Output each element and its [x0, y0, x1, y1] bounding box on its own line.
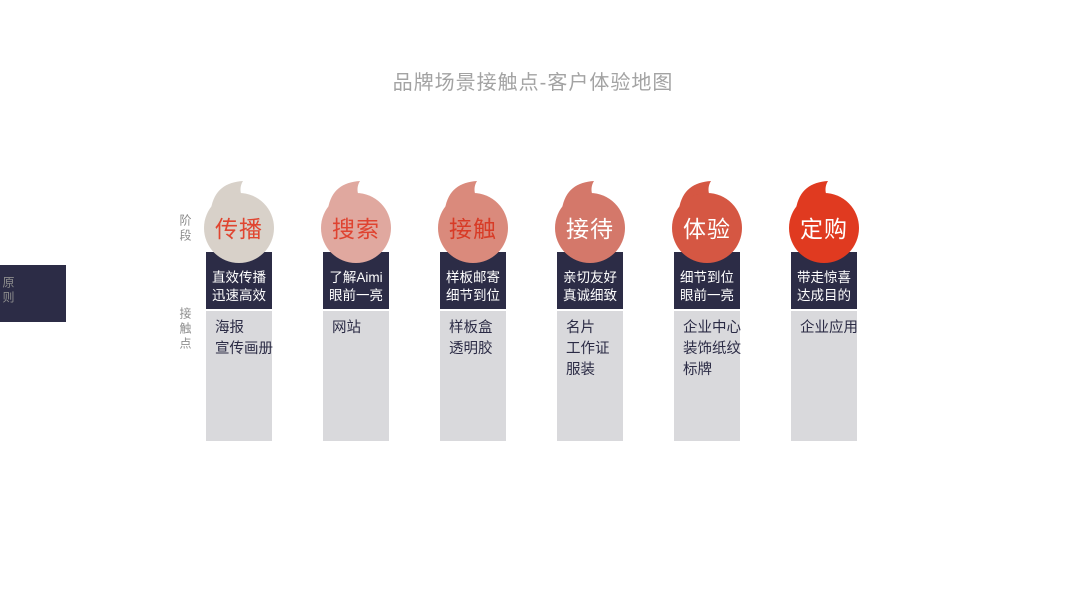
principle-line: 直效传播	[212, 270, 266, 285]
stage-bubble	[318, 181, 394, 271]
touchpoint-item: 企业应用	[800, 320, 858, 336]
journey-column: 接触 样板邮寄细节到位 样板盒透明胶	[438, 181, 508, 441]
principle-line: 眼前一亮	[680, 287, 734, 303]
speech-bubble-icon	[555, 181, 625, 263]
speech-bubble-icon	[438, 181, 508, 263]
principle-line: 细节到位	[446, 287, 500, 303]
speech-bubble-icon	[672, 181, 742, 263]
principle-line: 了解Aimi	[329, 270, 383, 285]
touchpoint-item: 企业中心	[683, 320, 741, 336]
journey-column: 搜索 了解Aimi 眼前一亮 网站	[321, 181, 391, 441]
speech-bubble-icon	[321, 181, 391, 263]
principle-line: 眼前一亮	[329, 287, 383, 303]
principle-line: 细节到位	[680, 270, 734, 285]
principle-line: 带走惊喜	[797, 270, 851, 285]
touchpoint-item: 宣传画册	[215, 341, 273, 357]
principle-line: 真诚细致	[563, 287, 617, 303]
touchpoint-item: 标牌	[683, 362, 712, 378]
touchpoint-list: 企业应用	[791, 311, 858, 441]
stage-bubble	[669, 181, 745, 271]
stage-bubble	[552, 181, 628, 271]
speech-bubble-icon	[789, 181, 859, 263]
stage-bubble	[201, 181, 277, 271]
principle-line: 亲切友好	[563, 270, 617, 285]
touchpoint-item: 工作证	[566, 341, 610, 357]
page-title: 品牌场景接触点-客户体验地图	[392, 72, 674, 94]
touchpoint-item: 样板盒	[449, 320, 493, 336]
principle-block: 了解Aimi 眼前一亮	[323, 252, 389, 309]
row-label-stage: 阶段	[178, 214, 192, 244]
stage-label: 接待	[566, 216, 614, 242]
speech-bubble-icon	[204, 181, 274, 263]
touchpoint-list: 名片 工作证 服装	[557, 311, 623, 441]
stage-bubble	[786, 181, 862, 271]
touchpoint-item: 海报	[215, 320, 244, 336]
touchpoint-item: 装饰纸纹	[683, 341, 741, 357]
principle-line: 迅速高效	[212, 287, 266, 303]
stage-label: 传播	[215, 216, 263, 242]
row-label-principle: 原则	[0, 265, 66, 322]
journey-column: 体验 细节到位眼前一亮 企业中心装饰纸纹标牌	[672, 181, 742, 441]
touchpoint-list: 网站	[323, 311, 389, 441]
principle-line: 达成目的	[797, 287, 851, 303]
principle-line: 样板邮寄	[446, 270, 500, 285]
stage-bubble	[435, 181, 511, 271]
touchpoint-item: 网站	[332, 320, 361, 336]
stage-label: 接触	[449, 216, 497, 242]
principle-block: 直效传播 迅速高效	[206, 252, 272, 309]
stage-label: 体验	[683, 216, 731, 242]
touchpoint-item: 服装	[566, 362, 595, 378]
touchpoint-list: 企业中心装饰纸纹标牌	[674, 311, 741, 441]
touchpoint-item: 名片	[566, 320, 595, 336]
touchpoint-list: 海报 宣传画册	[206, 311, 273, 441]
stage-label: 定购	[800, 216, 848, 242]
stage-label: 搜索	[332, 216, 380, 242]
principle-block: 亲切友好 真诚细致	[557, 252, 623, 309]
journey-column: 接待 亲切友好真诚细致 名片工作证服装	[555, 181, 625, 441]
row-label-touchpoint: 接触点	[178, 307, 192, 352]
touchpoint-list: 样板盒 透明胶	[440, 311, 506, 441]
journey-column: 定购 带走惊喜达成目的 企业应用	[789, 181, 859, 441]
journey-column: 传播 直效传播迅速高效 海报宣传画册	[204, 181, 274, 441]
touchpoint-item: 透明胶	[449, 341, 493, 357]
